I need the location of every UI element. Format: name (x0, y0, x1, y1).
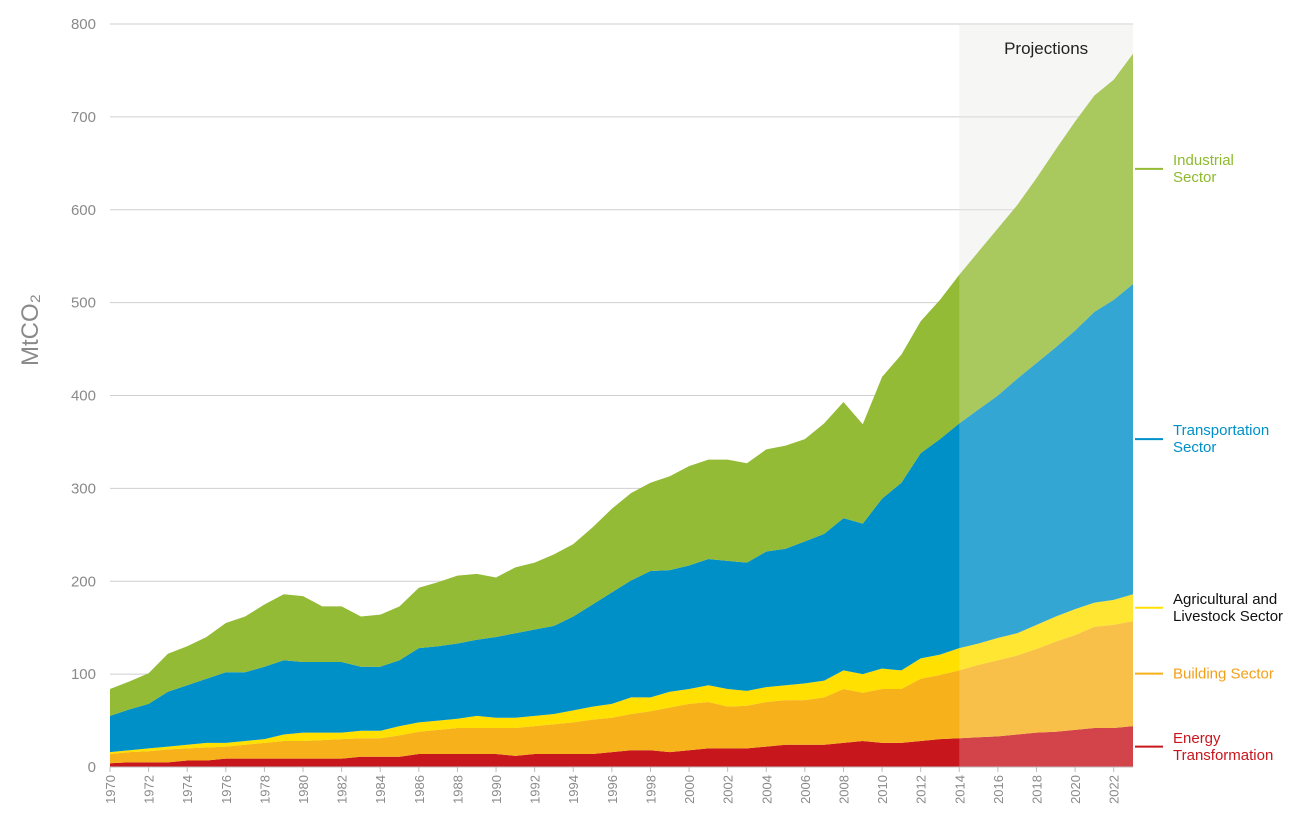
legend-label: Agricultural and Livestock Sector (1173, 590, 1284, 625)
y-tick-label: 800 (71, 16, 96, 33)
projection-overlay (959, 24, 1133, 767)
area (110, 621, 1133, 764)
x-tick-label: 1988 (450, 775, 465, 804)
projection-label: Projections (1004, 39, 1088, 58)
x-tick-label: 1984 (373, 775, 388, 804)
x-tick-label: 1998 (643, 775, 658, 804)
x-tick-label: 1996 (605, 775, 620, 804)
x-tick-label: 1972 (142, 775, 157, 804)
legend-label: Industrial Sector (1173, 151, 1234, 186)
x-tick-label: 1982 (335, 775, 350, 804)
y-tick-label: 0 (88, 759, 96, 776)
x-tick-label: 2020 (1068, 775, 1083, 804)
x-tick-label: 2012 (914, 775, 929, 804)
x-tick-label: 1986 (412, 775, 427, 804)
x-tick-label: 2004 (759, 775, 774, 804)
x-tick-label: 2008 (836, 775, 851, 804)
x-tick-label: 1980 (296, 775, 311, 804)
y-tick-label: 300 (71, 480, 96, 497)
legend-label: Energy Transformation (1173, 729, 1274, 764)
x-tick-label: 1994 (566, 775, 581, 804)
y-tick-label: 400 (71, 388, 96, 405)
area (110, 284, 1133, 753)
x-tick-label: 1992 (528, 775, 543, 804)
x-tick-label: 2014 (952, 775, 967, 804)
x-tick-label: 2010 (875, 775, 890, 804)
legend-label: Building Sector (1173, 665, 1274, 683)
x-tick-label: 1976 (219, 775, 234, 804)
y-tick-label: 700 (71, 109, 96, 126)
y-tick-label: 500 (71, 295, 96, 312)
y-tick-label: 600 (71, 202, 96, 219)
y-tick-label: 200 (71, 573, 96, 590)
area (110, 53, 1133, 716)
legend-label: Transportation Sector (1173, 422, 1270, 457)
x-tick-label: 1974 (180, 775, 195, 804)
x-tick-label: 2002 (721, 775, 736, 804)
x-tick-label: 2000 (682, 775, 697, 804)
x-tick-label: 2018 (1029, 775, 1044, 804)
x-tick-label: 1978 (257, 775, 272, 804)
y-tick-label: 100 (71, 666, 96, 683)
area (110, 594, 1133, 754)
y-axis-label: MtCO₂ (17, 294, 44, 366)
x-tick-label: 2016 (991, 775, 1006, 804)
x-tick-label: 2022 (1107, 775, 1122, 804)
x-tick-label: 1970 (103, 775, 118, 804)
x-tick-label: 1990 (489, 775, 504, 804)
x-tick-label: 2006 (798, 775, 813, 804)
